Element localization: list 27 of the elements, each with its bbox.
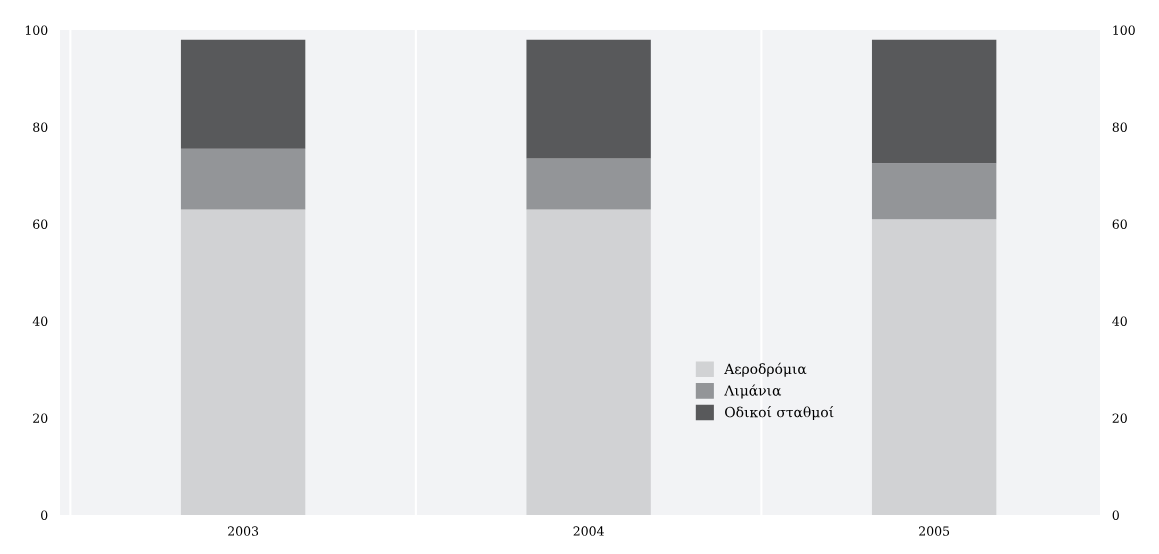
x-tick-label: 2005: [919, 526, 950, 536]
y2-tick-label: 20: [1112, 413, 1127, 423]
bar: [180, 39, 306, 149]
bar: [871, 163, 997, 220]
bar: [526, 209, 651, 515]
bar: [871, 39, 997, 164]
bar: [180, 209, 306, 515]
x-tick-label: 2004: [573, 526, 604, 536]
legend-label: Αεροδρόμια: [724, 362, 807, 377]
y2-tick-label: 80: [1112, 122, 1127, 132]
bar: [526, 158, 651, 210]
y2-tick-label: 60: [1112, 219, 1127, 229]
y2-tick-label: 100: [1113, 25, 1135, 35]
y2-tick-label: 40: [1112, 316, 1127, 326]
y-tick-label: 40: [32, 316, 48, 326]
x-tick-label: 2003: [228, 526, 259, 536]
legend-label: Οδικοί σταθμοί: [725, 406, 834, 421]
bar: [180, 148, 306, 210]
legend-label: Λιμάνια: [724, 384, 782, 399]
y2-tick-label: 0: [1112, 510, 1119, 520]
y-tick-label: 80: [33, 122, 48, 132]
bar: [526, 39, 651, 159]
y-tick-label: 60: [33, 219, 48, 229]
y-tick-label: 0: [41, 510, 48, 520]
bar: [871, 219, 997, 515]
y-tick-label: 20: [33, 413, 48, 423]
y-tick-label: 100: [25, 25, 48, 35]
